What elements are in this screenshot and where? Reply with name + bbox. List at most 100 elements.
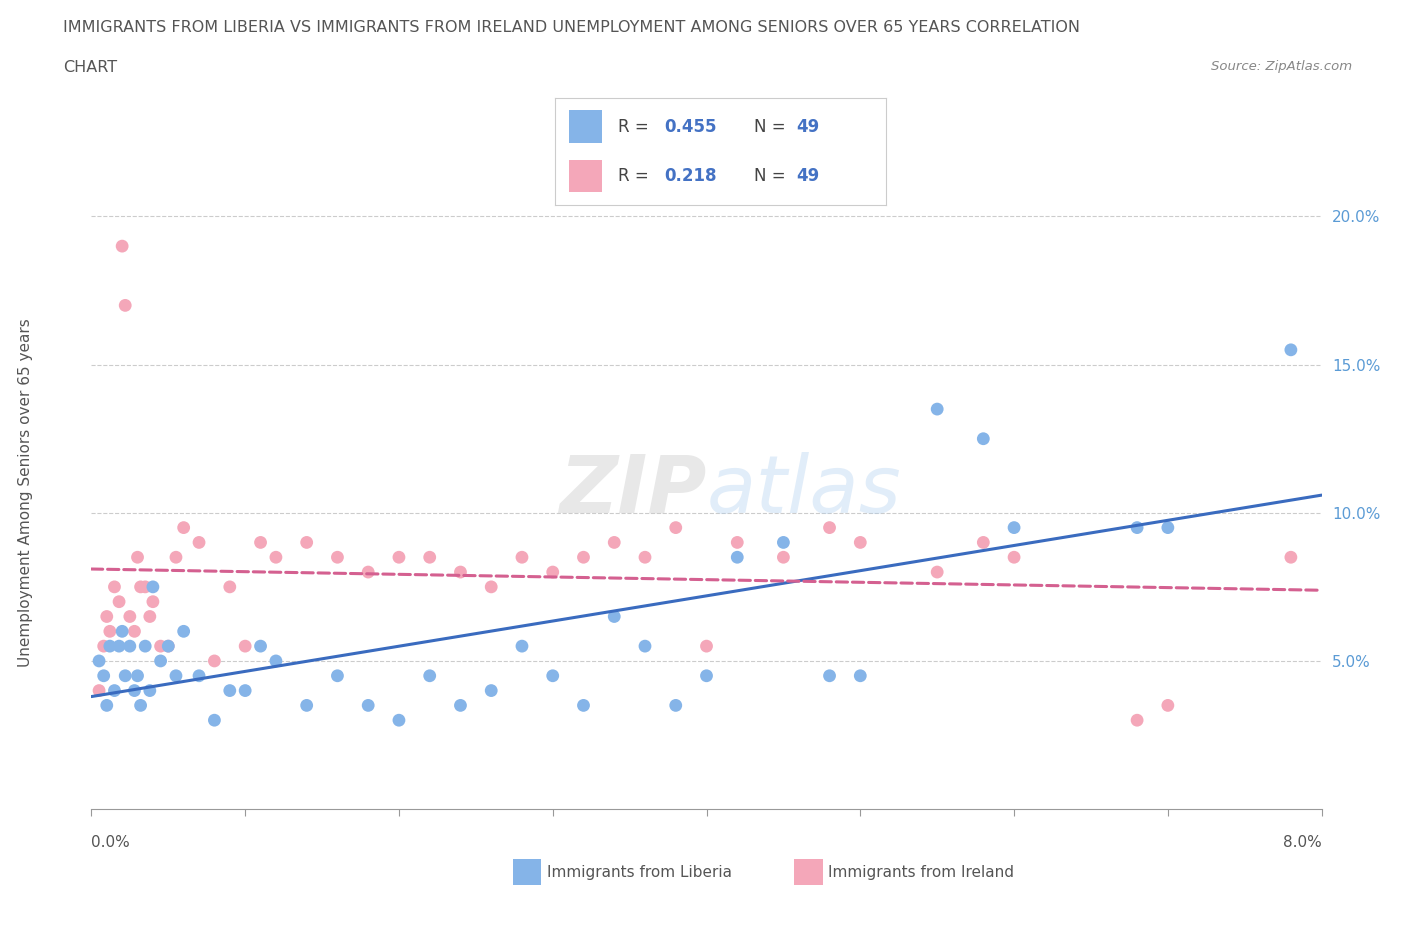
Point: [665, 698, 688, 712]
Point: [188, 669, 211, 684]
Point: [388, 712, 411, 727]
Point: [114, 669, 136, 684]
Text: 49: 49: [797, 117, 820, 136]
Text: R =: R =: [619, 117, 650, 136]
Point: [103, 684, 125, 698]
Point: [134, 639, 156, 654]
Point: [87, 654, 110, 669]
Text: 0.218: 0.218: [665, 166, 717, 185]
Text: 0.0%: 0.0%: [91, 835, 131, 850]
Point: [572, 698, 595, 712]
Text: 0.455: 0.455: [665, 117, 717, 136]
Point: [173, 520, 195, 535]
Text: Immigrants from Ireland: Immigrants from Ireland: [828, 865, 1014, 880]
Point: [695, 669, 717, 684]
Point: [249, 639, 271, 654]
Point: [326, 669, 349, 684]
Point: [603, 609, 626, 624]
Point: [111, 239, 134, 254]
Point: [142, 594, 165, 609]
Point: [127, 669, 149, 684]
Point: [1157, 520, 1180, 535]
Point: [479, 579, 502, 594]
Point: [818, 520, 841, 535]
Point: [541, 565, 564, 579]
Point: [98, 624, 121, 639]
Point: [419, 550, 441, 565]
Point: [634, 639, 657, 654]
Point: [142, 579, 165, 594]
Point: [1002, 520, 1025, 535]
Point: [264, 550, 287, 565]
Point: [108, 594, 131, 609]
Text: atlas: atlas: [706, 452, 901, 529]
Point: [326, 550, 349, 565]
Point: [93, 669, 115, 684]
Point: [149, 639, 172, 654]
Point: [98, 639, 121, 654]
Point: [139, 684, 162, 698]
Point: [157, 639, 180, 654]
Point: [165, 669, 187, 684]
Point: [264, 654, 287, 669]
Point: [818, 669, 841, 684]
Point: [357, 698, 380, 712]
Point: [173, 624, 195, 639]
Point: [603, 535, 626, 550]
Point: [129, 579, 152, 594]
Text: CHART: CHART: [63, 60, 117, 75]
Point: [218, 579, 240, 594]
Point: [634, 550, 657, 565]
Point: [118, 609, 141, 624]
Point: [1279, 342, 1302, 357]
Point: [87, 684, 110, 698]
Point: [1126, 712, 1149, 727]
Point: [541, 669, 564, 684]
Point: [725, 535, 748, 550]
Point: [849, 535, 872, 550]
Point: [419, 669, 441, 684]
Point: [1157, 698, 1180, 712]
Point: [118, 639, 141, 654]
Point: [449, 565, 471, 579]
Point: [1002, 550, 1025, 565]
Point: [157, 639, 180, 654]
Point: [772, 535, 794, 550]
Text: N =: N =: [754, 166, 785, 185]
Point: [449, 698, 471, 712]
Point: [927, 565, 949, 579]
Point: [249, 535, 271, 550]
Point: [96, 609, 118, 624]
Point: [1126, 520, 1149, 535]
Point: [111, 624, 134, 639]
Point: [772, 550, 794, 565]
Point: [124, 684, 146, 698]
Point: [103, 579, 125, 594]
Point: [233, 684, 256, 698]
Point: [129, 698, 152, 712]
Bar: [568, 111, 602, 142]
Text: N =: N =: [754, 117, 785, 136]
Point: [188, 535, 211, 550]
Point: [202, 712, 225, 727]
Point: [149, 654, 172, 669]
Point: [972, 432, 994, 446]
Text: IMMIGRANTS FROM LIBERIA VS IMMIGRANTS FROM IRELAND UNEMPLOYMENT AMONG SENIORS OV: IMMIGRANTS FROM LIBERIA VS IMMIGRANTS FR…: [63, 20, 1080, 35]
Point: [572, 550, 595, 565]
Point: [96, 698, 118, 712]
Point: [108, 639, 131, 654]
Point: [134, 579, 156, 594]
Text: 49: 49: [797, 166, 820, 185]
Point: [510, 550, 533, 565]
Point: [218, 684, 240, 698]
Bar: [568, 160, 602, 192]
Text: 8.0%: 8.0%: [1282, 835, 1322, 850]
Point: [295, 698, 318, 712]
Point: [93, 639, 115, 654]
Point: [927, 402, 949, 417]
Point: [139, 609, 162, 624]
Point: [233, 639, 256, 654]
Text: Source: ZipAtlas.com: Source: ZipAtlas.com: [1212, 60, 1353, 73]
Text: Unemployment Among Seniors over 65 years: Unemployment Among Seniors over 65 years: [18, 319, 32, 668]
Point: [1279, 550, 1302, 565]
